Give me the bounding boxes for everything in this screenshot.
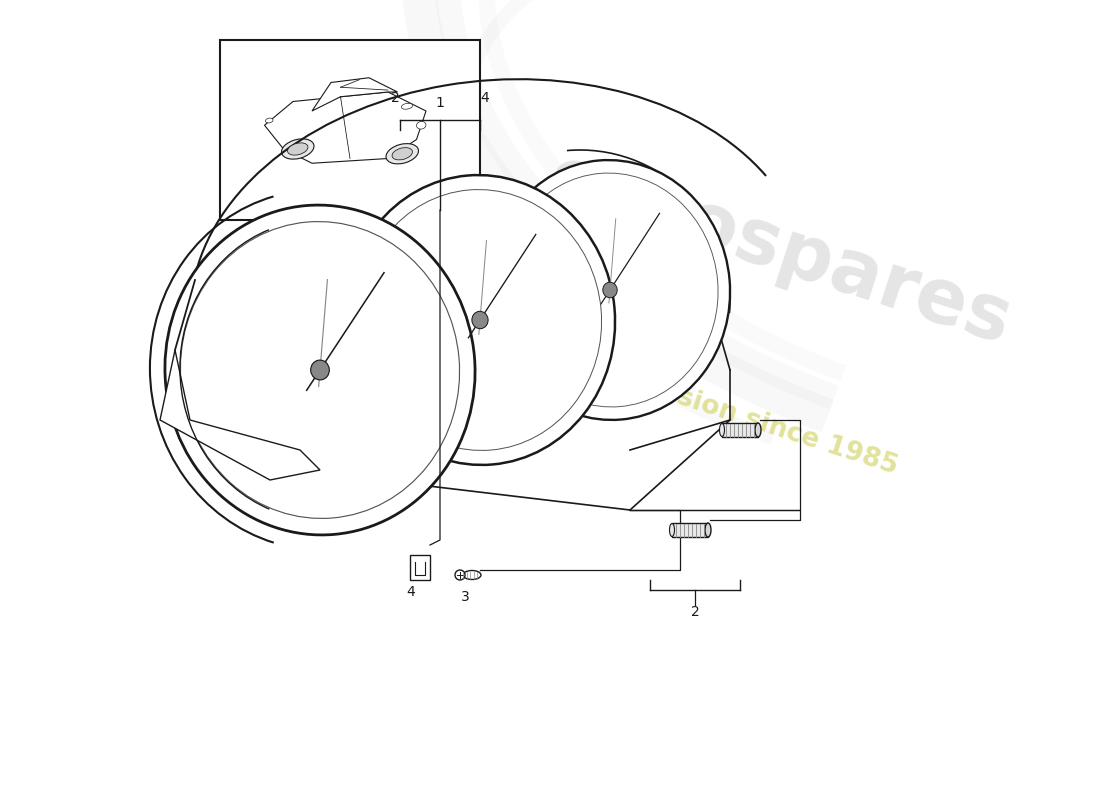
Polygon shape (160, 350, 320, 480)
Ellipse shape (502, 173, 718, 407)
Ellipse shape (386, 144, 418, 164)
Ellipse shape (392, 148, 412, 160)
Ellipse shape (287, 143, 308, 155)
Ellipse shape (180, 222, 460, 518)
Text: 4: 4 (406, 585, 415, 599)
Bar (220, 40, 480, 220)
Bar (722, 423, 758, 437)
Ellipse shape (345, 175, 615, 465)
Bar (410, 555, 430, 580)
Ellipse shape (310, 360, 329, 380)
Ellipse shape (282, 139, 314, 159)
Ellipse shape (705, 523, 711, 537)
Polygon shape (312, 78, 397, 111)
Ellipse shape (359, 190, 602, 450)
Text: a passion since 1985: a passion since 1985 (598, 360, 902, 480)
Ellipse shape (402, 103, 412, 110)
Text: 3: 3 (461, 590, 470, 604)
Ellipse shape (603, 282, 617, 298)
Bar (672, 523, 708, 537)
Ellipse shape (265, 118, 273, 123)
Ellipse shape (670, 523, 674, 537)
Ellipse shape (490, 160, 730, 420)
Text: eurospares: eurospares (539, 140, 1021, 360)
Text: 4: 4 (481, 91, 490, 105)
Polygon shape (264, 92, 426, 163)
Ellipse shape (719, 423, 725, 437)
Text: 1: 1 (436, 96, 444, 110)
Ellipse shape (165, 205, 475, 535)
Ellipse shape (455, 570, 465, 580)
Ellipse shape (472, 311, 488, 329)
Text: 2: 2 (691, 605, 700, 619)
Ellipse shape (417, 122, 426, 129)
Ellipse shape (755, 423, 761, 437)
Text: 2: 2 (390, 91, 399, 105)
Ellipse shape (463, 570, 481, 579)
